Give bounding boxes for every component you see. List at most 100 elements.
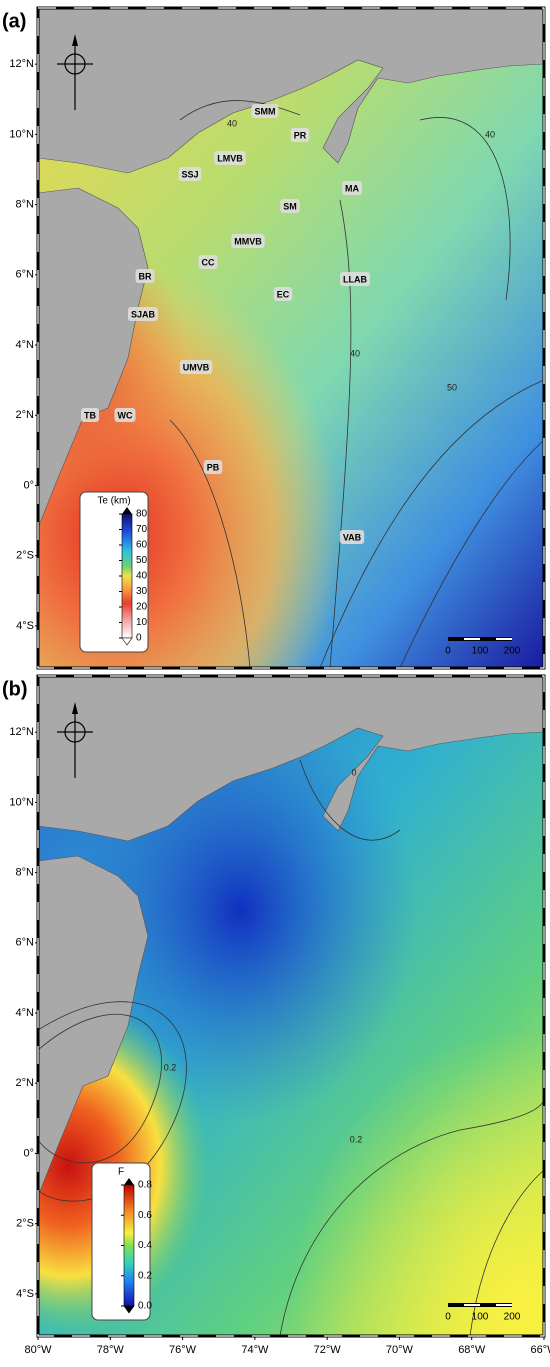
land-shading (38, 728, 544, 1336)
colorbar (123, 1184, 135, 1307)
region-label: VAB (343, 532, 362, 542)
land-shading (38, 60, 544, 668)
region-box (203, 460, 223, 474)
lat-label: 12°N (9, 726, 34, 738)
region-box (251, 104, 279, 118)
region-label: SMM (255, 106, 276, 116)
lat-label: 0° (23, 479, 34, 491)
north-arrow (72, 702, 78, 714)
region-box (231, 234, 265, 248)
contour (38, 1001, 187, 1202)
lon-label: 76°W (169, 1344, 197, 1356)
colorbar-tick-label: 40 (136, 571, 148, 582)
lat-label: 6°N (16, 269, 35, 281)
contour (399, 439, 544, 668)
lat-label: 4°N (16, 339, 35, 351)
scale-label: 0 (445, 1312, 451, 1323)
colorbar-tick-label: 0.4 (138, 1240, 152, 1251)
colorbar-tick-label: 20 (136, 602, 148, 613)
lat-label: 2°S (16, 550, 34, 562)
region-box (179, 360, 213, 374)
north-arrow (72, 34, 78, 46)
colorbar-tick-label: 0.0 (138, 1301, 152, 1312)
scale-bar (464, 1304, 480, 1306)
scale-label: 200 (504, 646, 521, 657)
region-label: MMVB (234, 236, 262, 246)
contour-label: 40 (485, 129, 495, 139)
region-label: LMVB (217, 153, 243, 163)
colorbar-box (91, 1162, 151, 1321)
region-box (178, 167, 202, 181)
region-label: CC (202, 257, 215, 267)
colorbar-end (123, 1305, 135, 1314)
region-label: SJAB (131, 309, 156, 319)
colorbar-title: F (118, 1167, 124, 1178)
colorbar-end (124, 1178, 134, 1185)
region-box (198, 255, 218, 269)
lat-label: 8°N (16, 867, 35, 879)
lat-label: 10°N (9, 796, 34, 808)
colorbar-tick-label: 60 (136, 540, 148, 551)
region-box (290, 128, 310, 142)
colorbar-tick-label: 80 (136, 509, 148, 520)
colorbar-end (122, 507, 132, 514)
region-box (214, 151, 246, 165)
region-label: PB (207, 462, 220, 472)
region-box (340, 272, 370, 286)
region-label: EC (277, 289, 290, 299)
map-panel (38, 8, 544, 668)
map-panel (38, 676, 544, 1336)
contour (38, 1013, 162, 1164)
region-label: MA (345, 183, 359, 193)
lat-label: 4°S (16, 620, 34, 632)
colorbar-tick-label: 0.8 (138, 1180, 152, 1191)
colorbar-tick-label: 70 (136, 524, 148, 535)
lat-label: 4°S (16, 1288, 34, 1300)
lon-label: 70°W (386, 1344, 414, 1356)
lon-label: 66°W (530, 1344, 550, 1356)
region-box (127, 307, 159, 321)
lon-label: 80°W (24, 1344, 52, 1356)
contour (279, 1099, 544, 1336)
contour-label: 40 (350, 348, 360, 358)
colorbar-tick-label: 30 (136, 586, 148, 597)
region-label: LLAB (343, 274, 367, 284)
region-label: PR (294, 130, 307, 140)
contour-label: 50 (447, 382, 457, 392)
lat-label: 8°N (16, 199, 35, 211)
panel-label: (a) (2, 10, 26, 32)
coastline (38, 727, 544, 1336)
frame-inner (37, 7, 545, 669)
contour (179, 100, 301, 121)
scale-bar (496, 638, 512, 640)
region-box (339, 530, 365, 544)
lat-label: 2°N (16, 1077, 35, 1089)
scale-label: 100 (472, 646, 489, 657)
colorbar-tick-label: 50 (136, 555, 148, 566)
region-box (273, 287, 293, 301)
region-box (114, 408, 136, 422)
colorbar-tick-label: 0 (136, 633, 142, 644)
contour-label: 0.2 (350, 1134, 363, 1144)
region-label: UMVB (183, 362, 210, 372)
contour (469, 1169, 544, 1336)
region-box (135, 269, 155, 283)
region-label: WC (118, 410, 133, 420)
contour-label: 0 (351, 767, 356, 777)
lon-label: 72°W (314, 1344, 342, 1356)
lat-label: 12°N (9, 58, 34, 70)
region-box (81, 408, 99, 422)
contour-label: 40 (227, 118, 237, 128)
lat-label: 10°N (9, 128, 34, 140)
lat-label: 2°S (16, 1218, 34, 1230)
lat-label: 0° (23, 1147, 34, 1159)
contour (169, 419, 251, 668)
region-label: BR (139, 271, 152, 281)
scale-bar (496, 1304, 512, 1306)
lat-label: 4°N (16, 1007, 35, 1019)
contour (329, 199, 352, 668)
colorbar (121, 513, 133, 639)
contour-label: 0.2 (164, 1062, 177, 1072)
scale-label: 200 (504, 1312, 521, 1323)
